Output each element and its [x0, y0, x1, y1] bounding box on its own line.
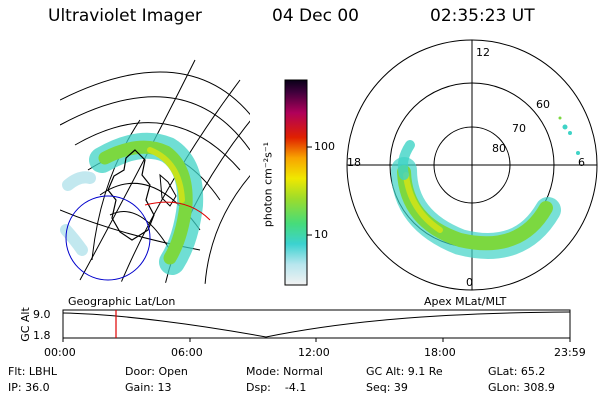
image-time: 02:35:23 UT	[430, 6, 535, 26]
status-glon: GLon: 308.9	[488, 381, 555, 394]
altitude-xtick-0000: 00:00	[44, 346, 76, 359]
mlt-label-6: 6	[578, 156, 585, 169]
status-ip: IP: 36.0	[8, 381, 50, 394]
geographic-panel-label: Geographic Lat/Lon	[68, 295, 176, 308]
status-glat: GLat: 65.2	[488, 365, 546, 378]
mlat-label-60: 60	[536, 98, 550, 111]
altitude-curve	[62, 311, 571, 338]
instrument-title: Ultraviolet Imager	[48, 6, 202, 26]
status-door: Door: Open	[125, 365, 188, 378]
status-gain: Gain: 13	[125, 381, 172, 394]
mlt-label-0: 0	[466, 276, 473, 289]
altitude-xtick-1800: 18:00	[424, 346, 456, 359]
altitude-ymax: 9.0	[33, 308, 51, 321]
colorbar-tick-100: 100	[314, 140, 335, 153]
colorbar-tick-10: 10	[314, 228, 328, 241]
altitude-plot-frame	[62, 309, 571, 339]
status-mode: Mode: Normal	[246, 365, 323, 378]
status-seq: Seq: 39	[366, 381, 408, 394]
mlat-label-70: 70	[512, 122, 526, 135]
status-dsp: Dsp: -4.1	[246, 381, 307, 394]
mlat-label-80: 80	[492, 142, 506, 155]
image-date: 04 Dec 00	[272, 6, 359, 26]
status-gc-alt: GC Alt: 9.1 Re	[366, 365, 443, 378]
altitude-xtick-0600: 06:00	[171, 346, 203, 359]
mlt-label-18: 18	[347, 156, 361, 169]
coastline	[107, 149, 155, 241]
terminator-line	[144, 201, 211, 221]
altitude-ylabel: GC Alt	[18, 307, 32, 342]
altitude-ymin: 1.8	[33, 329, 51, 342]
color-scale-bar	[284, 79, 308, 286]
aurora-polar	[391, 116, 580, 259]
mlt-label-12: 12	[476, 46, 490, 59]
viewing-limit-circle	[65, 195, 151, 281]
status-flt: Flt: LBHL	[8, 365, 57, 378]
altitude-xtick-1200: 12:00	[298, 346, 330, 359]
apex-panel-label: Apex MLat/MLT	[424, 295, 507, 308]
aurora-geographic	[60, 132, 204, 275]
altitude-xtick-2359: 23:59	[554, 346, 586, 359]
geographic-map	[60, 59, 250, 285]
colorbar-unit-label: photon cm⁻²s⁻¹	[261, 141, 275, 228]
altitude-xticks	[62, 338, 571, 342]
